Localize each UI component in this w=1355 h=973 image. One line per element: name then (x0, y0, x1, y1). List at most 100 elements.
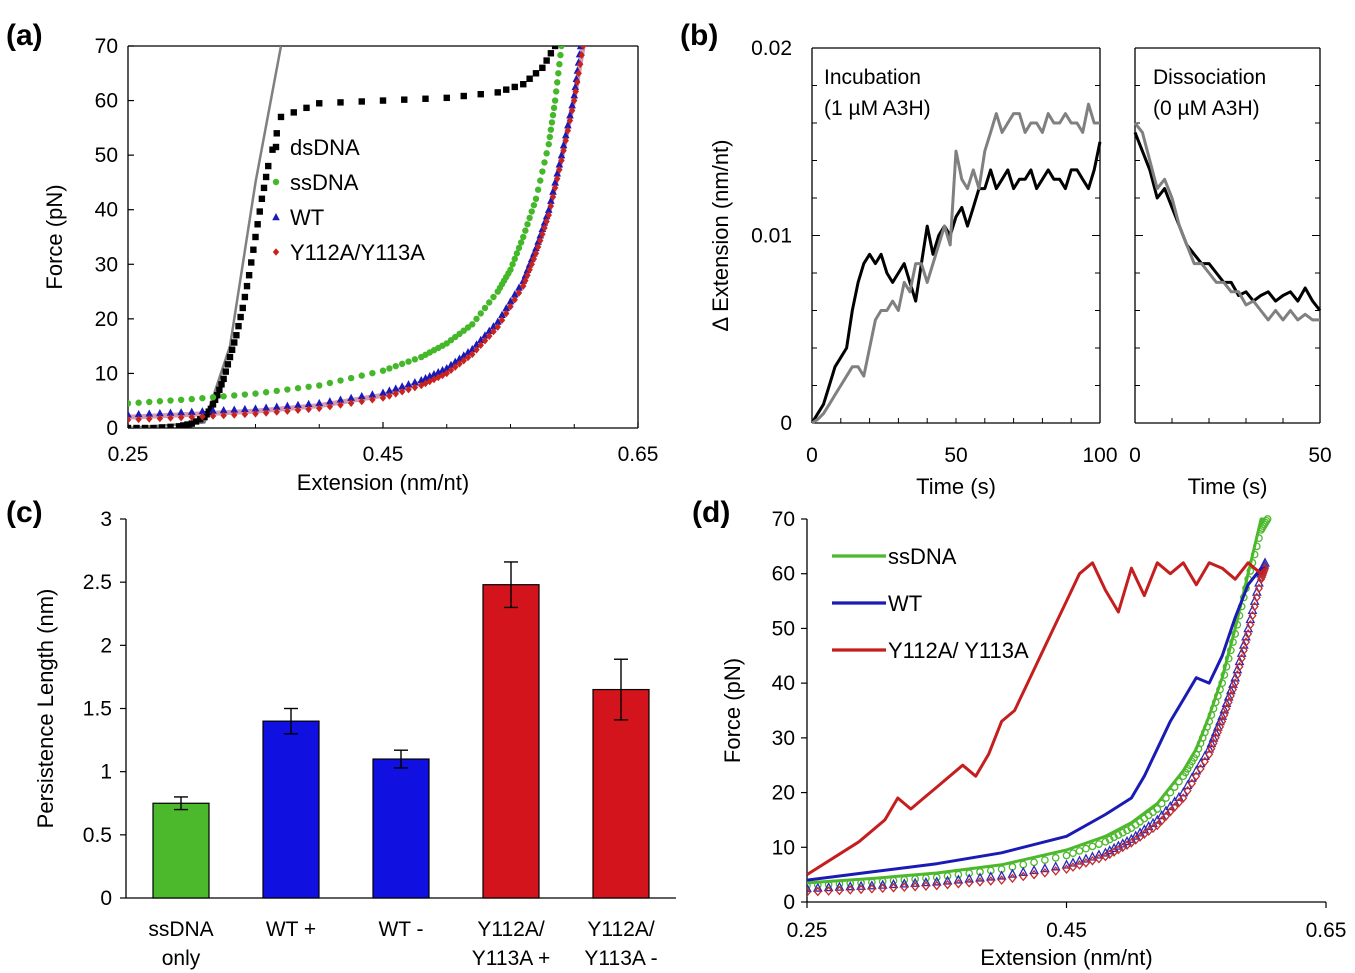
a-data-point (294, 406, 302, 414)
d-data-point (1040, 868, 1049, 878)
a-data-point (379, 394, 387, 402)
c-category-label: Y113A - (584, 947, 657, 970)
d-data-point (846, 885, 855, 895)
a-data-point (188, 413, 195, 421)
a-data-point (578, 51, 585, 59)
a-legend-label: Y112A/Y113A (290, 240, 425, 265)
b-subplot-1: 0 0.01 0.02 Δ Extension (nm/nt) 0 50 100 Time (… (708, 37, 1118, 499)
a-data-point (141, 424, 149, 428)
a-data-point (167, 414, 174, 422)
d-data-point (1075, 860, 1084, 870)
d-data-point (1204, 743, 1215, 753)
d-data-point (1252, 592, 1261, 603)
b1-x-axis-label: Time (s) (916, 474, 996, 499)
a-data-point (556, 165, 563, 174)
a-data-point (214, 392, 221, 399)
d-data-point (1233, 670, 1242, 680)
a-data-point (503, 309, 510, 318)
d-data-point (1244, 629, 1253, 639)
c-category-label: only (162, 947, 201, 970)
d-data-point (856, 880, 866, 890)
a-data-point (515, 289, 523, 297)
a-data-point (477, 341, 484, 350)
a-y-tick-label: 0 (106, 417, 118, 440)
panel-c-persistence-bars: 0 0.5 1 1.5 2 2.5 3 Persistence Length (nm) ssDN… (33, 508, 676, 970)
a-data-point (145, 409, 154, 417)
d-data-point (1051, 866, 1060, 876)
d-y-tick-label: 70 (772, 508, 795, 531)
b1-x-tick-label: 0 (806, 444, 818, 467)
d-data-point (985, 871, 996, 881)
a-data-point (551, 46, 559, 50)
b1-annotation-line: (1 µM A3H) (824, 97, 931, 120)
d-data-point (812, 882, 823, 892)
d-data-point (1068, 862, 1078, 872)
b1-x-tick-label: 50 (944, 444, 967, 467)
a-data-point (284, 386, 291, 393)
a-series-wt (128, 46, 585, 418)
c-y-tick-label: 0.5 (83, 824, 112, 847)
a-data-point (539, 64, 546, 72)
d-data-point (1192, 771, 1201, 781)
a-data-point (304, 399, 313, 408)
d-data-point (823, 882, 834, 892)
a-data-point (547, 126, 555, 133)
a-data-point (405, 358, 412, 365)
a-data-point (494, 323, 501, 331)
d-data-point (899, 878, 910, 888)
a-data-point (551, 97, 559, 104)
a-data-point (555, 70, 562, 77)
d-data-point (1105, 835, 1114, 844)
b2-x-tick-label: 0 (1129, 444, 1141, 467)
d-data-point (835, 885, 844, 896)
a-data-point (545, 211, 552, 219)
a-data-point (254, 221, 261, 228)
a-data-point (156, 398, 164, 405)
a-data-point (526, 75, 533, 82)
a-data-point (209, 412, 217, 420)
d-plot-area (807, 515, 1272, 897)
a-data-point (272, 402, 281, 410)
b1-trace-2 (811, 102, 1100, 425)
a-data-point (571, 96, 578, 105)
d-data-point (1210, 726, 1221, 737)
a-data-point (528, 260, 535, 269)
d-data-point (1235, 661, 1244, 672)
d-data-point (1088, 842, 1097, 851)
a-data-point (541, 159, 548, 166)
d-data-point (1238, 639, 1249, 649)
a-data-point (443, 369, 450, 378)
a-data-point (566, 116, 574, 125)
a-data-point (146, 398, 153, 406)
a-data-point (486, 332, 493, 340)
a-data-point (392, 390, 399, 398)
a-data-point (532, 70, 540, 77)
a-series-dsdna (128, 46, 559, 428)
d-data-point (1218, 716, 1227, 727)
a-data-point (184, 421, 191, 428)
a-data-point (411, 378, 419, 386)
a-data-point (530, 201, 538, 209)
d-data-point (954, 878, 963, 889)
d-data-point (1061, 859, 1072, 869)
a-data-point (556, 60, 563, 68)
a-data-point (167, 397, 174, 404)
d-data-point (1196, 764, 1205, 774)
a-data-point (231, 339, 238, 346)
a-y-tick-label: 30 (95, 253, 118, 276)
d-data-point (1008, 873, 1017, 884)
b2-x-axis-label: Time (s) (1188, 474, 1268, 499)
panel-b-kinetics: 0 0.01 0.02 Δ Extension (nm/nt) 0 50 100 Time (… (708, 37, 1332, 499)
d-y-tick-label: 60 (772, 563, 795, 586)
a-data-point (548, 119, 556, 126)
a-data-point (211, 396, 219, 404)
a-data-point (571, 82, 580, 91)
a-data-point (198, 407, 207, 415)
panel-b-label: (b) (680, 19, 718, 52)
d-data-point (1094, 849, 1104, 859)
a-data-point (347, 399, 355, 407)
a-data-point (473, 345, 480, 354)
d-data-point (1029, 864, 1039, 875)
d-data-point (1062, 864, 1071, 874)
d-data-point (1081, 853, 1091, 863)
